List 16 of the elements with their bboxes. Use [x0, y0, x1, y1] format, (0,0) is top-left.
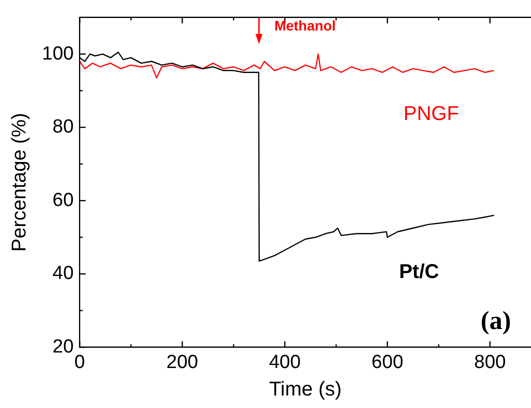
x-axis-title: Time (s) [269, 378, 342, 401]
x-tick-label: 0 [74, 352, 85, 373]
y-tick-label: 60 [52, 190, 74, 211]
y-tick-label: 100 [42, 43, 74, 64]
series-label: PNGF [404, 103, 460, 126]
y-tick-label: 20 [52, 336, 74, 358]
series-label: Pt/C [399, 260, 440, 283]
x-tick-label: 800 [474, 352, 506, 373]
y-tick-label: 40 [52, 263, 74, 284]
annotation: (a) [480, 306, 511, 335]
x-tick-label: 400 [268, 352, 301, 373]
x-tick-label: 200 [166, 352, 198, 373]
y-tick-label: 80 [52, 116, 74, 138]
y-axis-title: Percentage (%) [8, 112, 31, 252]
x-tick-label: 600 [372, 352, 404, 373]
annotation: Methanol [274, 17, 336, 34]
